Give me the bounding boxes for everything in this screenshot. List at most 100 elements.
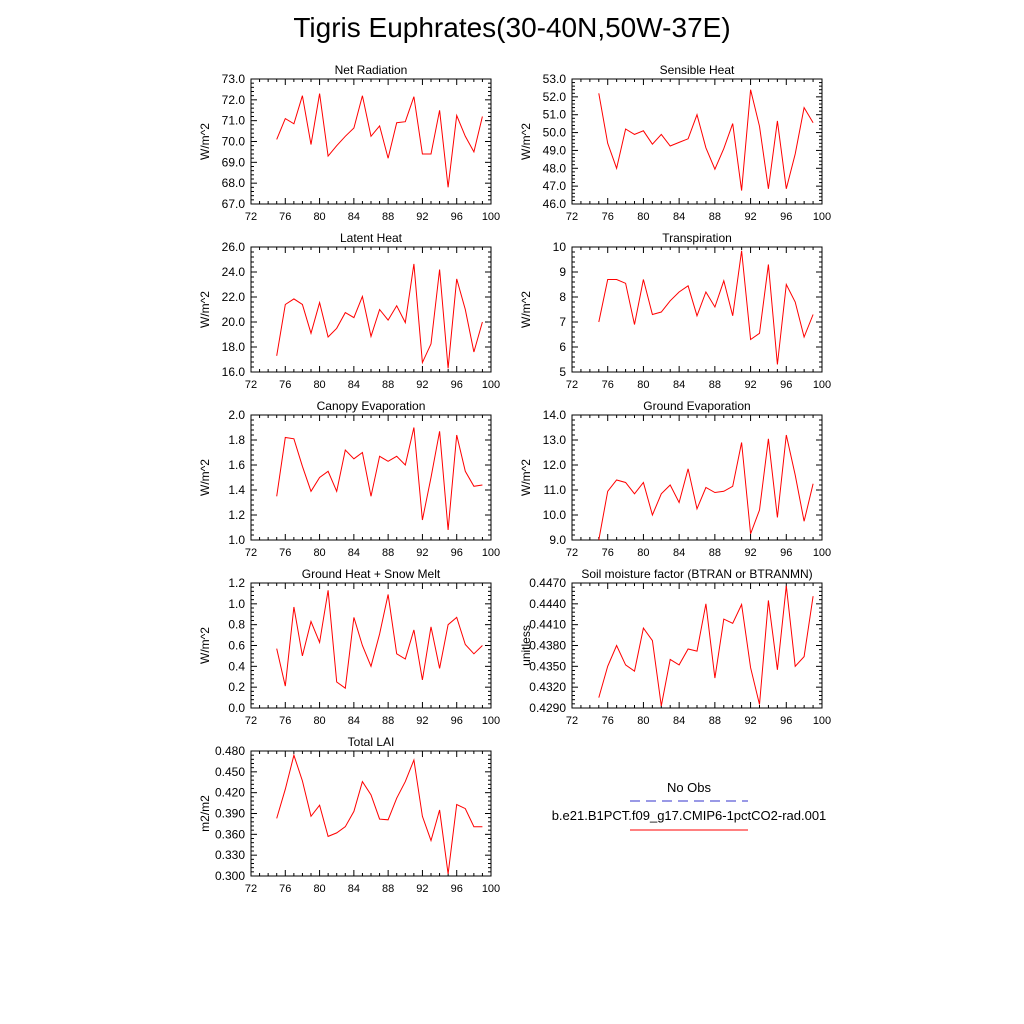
x-tick-label: 92 <box>416 715 428 727</box>
x-tick-label: 96 <box>780 715 792 727</box>
y-tick-label: 69.0 <box>222 155 246 169</box>
x-tick-label: 80 <box>637 547 649 559</box>
y-axis-label: W/m^2 <box>198 627 212 664</box>
y-tick-label: 20.0 <box>222 315 246 329</box>
x-tick-label: 76 <box>279 211 291 223</box>
x-tick-label: 96 <box>451 883 463 895</box>
x-tick-label: 72 <box>245 715 257 727</box>
x-tick-label: 100 <box>813 715 831 727</box>
series-line <box>276 427 483 531</box>
plot-frame <box>250 750 492 877</box>
x-tick-label: 72 <box>566 547 578 559</box>
y-tick-label: 22.0 <box>222 290 246 304</box>
series-line <box>276 753 483 874</box>
y-tick-label: 10 <box>553 240 567 254</box>
x-tick-label: 84 <box>673 715 685 727</box>
series-line <box>598 434 814 541</box>
x-tick-label: 84 <box>348 211 360 223</box>
x-tick-label: 76 <box>279 883 291 895</box>
x-tick-label: 88 <box>382 883 394 895</box>
y-tick-label: 51.0 <box>543 108 567 122</box>
y-tick-label: 68.0 <box>222 176 246 190</box>
plot-frame <box>571 78 823 205</box>
legend: No Obs b.e21.B1PCT.f09_g17.CMIP6-1pctCO2… <box>552 780 826 831</box>
chart-panels: Net Radiation W/m^2 72 76 80 84 88 92 96 100 67.0 6… <box>198 63 831 895</box>
y-tick-label: 0.4290 <box>529 701 566 715</box>
plot-frame <box>571 246 823 373</box>
legend-obs-label: No Obs <box>667 780 712 795</box>
x-tick-label: 92 <box>744 211 756 223</box>
x-tick-label: 76 <box>602 211 614 223</box>
x-tick-label: 92 <box>744 715 756 727</box>
panel-net-radiation: Net Radiation W/m^2 72 76 80 84 88 92 96 100 67.0 6… <box>198 63 500 223</box>
x-tick-label: 80 <box>313 211 325 223</box>
y-tick-label: 9.0 <box>549 533 566 547</box>
series-line <box>598 89 814 191</box>
y-tick-label: 14.0 <box>543 408 567 422</box>
x-tick-label: 96 <box>780 379 792 391</box>
y-tick-label: 1.4 <box>228 483 245 497</box>
x-tick-label: 84 <box>348 547 360 559</box>
x-tick-label: 88 <box>382 715 394 727</box>
x-tick-label: 100 <box>813 547 831 559</box>
x-tick-label: 88 <box>709 379 721 391</box>
x-tick-label: 96 <box>451 379 463 391</box>
x-tick-label: 100 <box>482 547 500 559</box>
y-tick-label: 12.0 <box>543 458 567 472</box>
panel-title: Latent Heat <box>340 231 403 245</box>
x-tick-label: 92 <box>416 883 428 895</box>
y-tick-label: 0.420 <box>215 786 245 800</box>
x-tick-label: 92 <box>744 547 756 559</box>
y-tick-label: 6 <box>559 340 566 354</box>
y-tick-label: 1.8 <box>228 433 245 447</box>
panel-soil-moisture-factor-btran-or-btranmn: Soil moisture factor (BTRAN or BTRANMN) u… <box>519 567 831 727</box>
x-tick-label: 84 <box>673 547 685 559</box>
x-tick-label: 88 <box>382 211 394 223</box>
series-line <box>276 590 483 690</box>
x-tick-label: 92 <box>416 211 428 223</box>
panel-title: Net Radiation <box>335 63 408 77</box>
x-tick-label: 84 <box>673 379 685 391</box>
x-tick-label: 76 <box>602 715 614 727</box>
plot-frame <box>571 414 823 541</box>
x-tick-label: 96 <box>451 211 463 223</box>
page-title: Tigris Euphrates(30-40N,50W-37E) <box>293 12 731 43</box>
x-tick-label: 72 <box>566 211 578 223</box>
series-line <box>276 263 483 369</box>
y-axis-label: W/m^2 <box>198 291 212 328</box>
y-tick-label: 0.480 <box>215 744 245 758</box>
plot-frame <box>250 582 492 709</box>
panel-transpiration: Transpiration W/m^2 72 76 80 84 88 92 96 100 5 6 7 8 9… <box>519 231 831 391</box>
y-tick-label: 50.0 <box>543 126 567 140</box>
y-tick-label: 49.0 <box>543 143 567 157</box>
y-tick-label: 0.2 <box>228 680 245 694</box>
y-tick-label: 8 <box>559 290 566 304</box>
y-tick-label: 1.2 <box>228 576 245 590</box>
x-tick-label: 72 <box>245 211 257 223</box>
y-tick-label: 0.4440 <box>529 597 566 611</box>
y-axis-label: W/m^2 <box>519 459 533 496</box>
series-line <box>598 585 814 706</box>
panel-title: Ground Evaporation <box>643 399 750 413</box>
y-tick-label: 70.0 <box>222 135 246 149</box>
panel-total-lai: Total LAI m2/m2 72 76 80 84 88 92 96 100 0.300 0.33… <box>198 735 500 895</box>
x-tick-label: 84 <box>348 715 360 727</box>
x-tick-label: 72 <box>245 883 257 895</box>
x-tick-label: 76 <box>602 547 614 559</box>
y-tick-label: 0.390 <box>215 807 245 821</box>
x-tick-label: 72 <box>245 547 257 559</box>
y-tick-label: 0.4320 <box>529 680 566 694</box>
x-tick-label: 84 <box>673 211 685 223</box>
y-tick-label: 18.0 <box>222 340 246 354</box>
panel-latent-heat: Latent Heat W/m^2 72 76 80 84 88 92 96 100 16.0 18.… <box>198 231 500 391</box>
y-tick-label: 1.6 <box>228 458 245 472</box>
y-tick-label: 67.0 <box>222 197 246 211</box>
y-axis-label: unitless <box>519 625 533 666</box>
y-tick-label: 0.360 <box>215 827 245 841</box>
x-tick-label: 80 <box>313 379 325 391</box>
x-tick-label: 72 <box>245 379 257 391</box>
y-tick-label: 1.2 <box>228 508 245 522</box>
x-tick-label: 88 <box>382 379 394 391</box>
y-tick-label: 0.4410 <box>529 618 566 632</box>
